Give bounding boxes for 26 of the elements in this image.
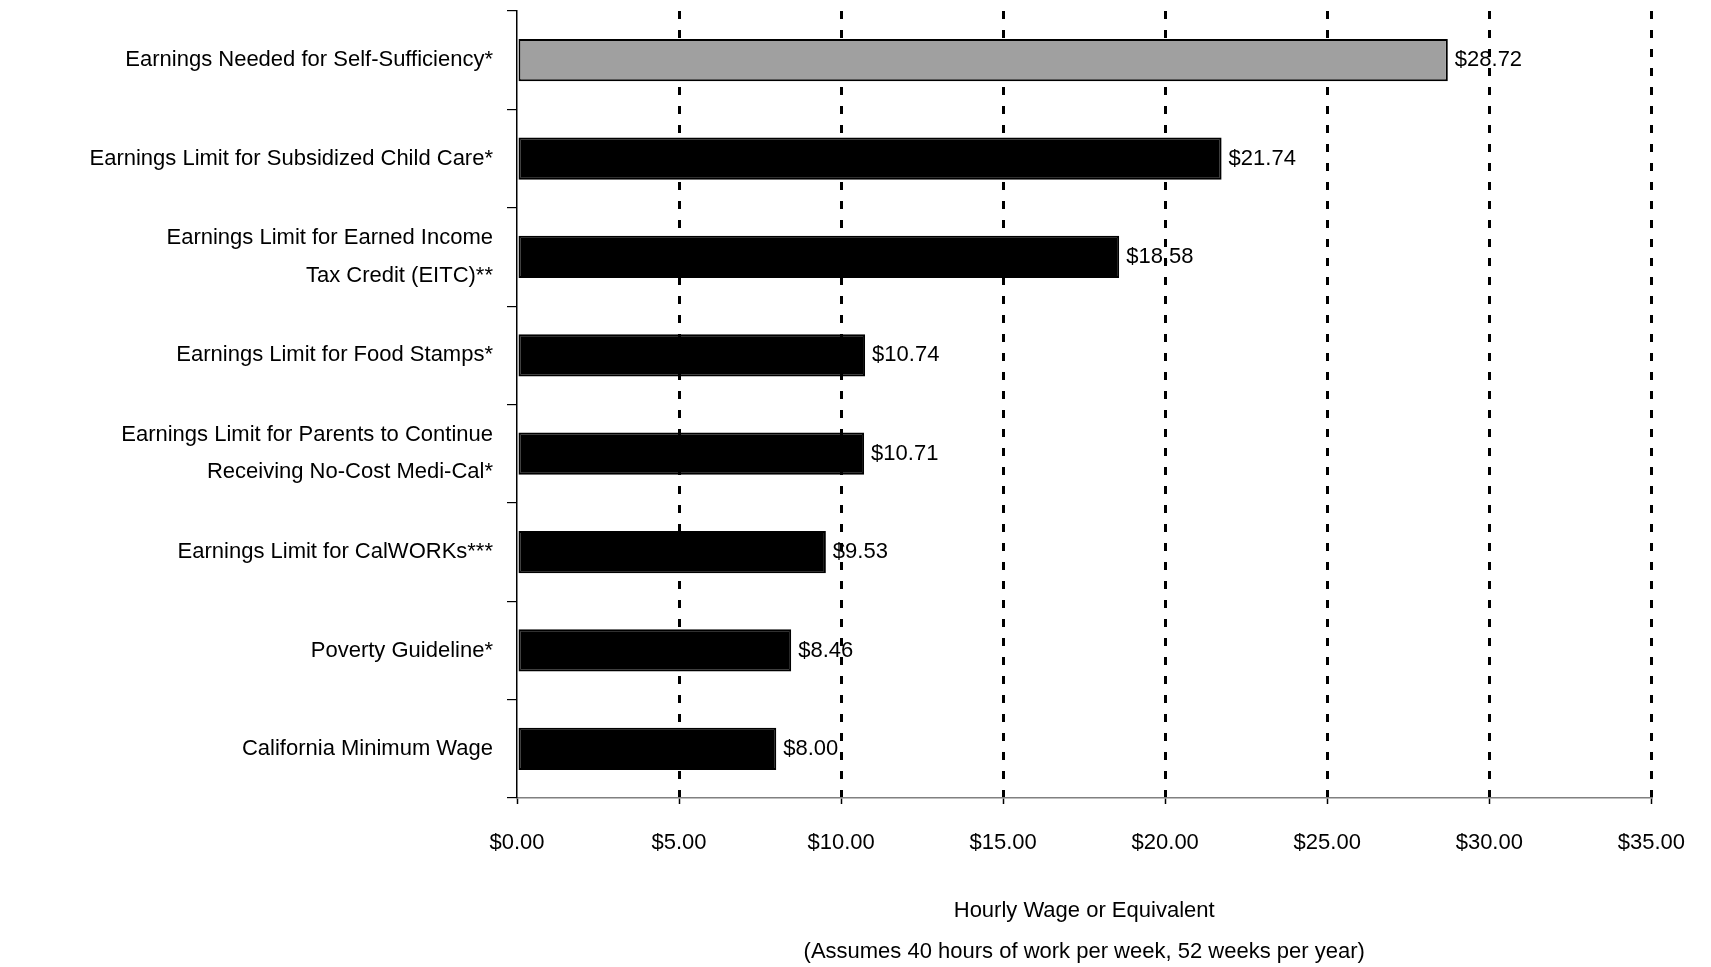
- y-tick-label: Earnings Limit for Parents to Continue Receiving No-Cost Medi-Cal*: [121, 421, 494, 484]
- x-tick-label: $35.00: [1617, 829, 1685, 855]
- y-tick-label: Earnings Limit for CalWORKs***: [177, 538, 494, 564]
- y-tick-label: Poverty Guideline*: [310, 636, 494, 662]
- x-tick-label: $10.00: [807, 829, 875, 855]
- x-tick-label: $0.00: [489, 829, 545, 855]
- y-tick-label: Earnings Limit for Earned Income Tax Credit (EITC)**: [166, 224, 494, 287]
- data-label: $9.53: [832, 538, 888, 564]
- data-label: $8.00: [783, 734, 839, 760]
- data-label: $8.46: [798, 636, 854, 662]
- data-label: $21.74: [1228, 144, 1296, 170]
- data-label: $10.71: [871, 439, 939, 465]
- y-tick-label: Earnings Limit for Subsidized Child Care*: [89, 144, 494, 170]
- x-tick-label: $25.00: [1293, 829, 1361, 855]
- x-tick-label: $15.00: [969, 829, 1037, 855]
- data-label: $18.58: [1126, 243, 1194, 268]
- x-axis-title: Hourly Wage or Equivalent: [953, 897, 1215, 923]
- text: (Assumes 40 hours of work per week, 52 weeks per year): [803, 938, 1365, 964]
- y-tick-label: California Minimum Wage: [241, 734, 493, 760]
- x-tick-label: $20.00: [1131, 829, 1199, 855]
- x-tick-label: $5.00: [651, 829, 707, 855]
- y-tick-label: Earnings Limit for Food Stamps*: [176, 341, 494, 367]
- y-tick-label: Earnings Needed for Self-Sufficiency*: [125, 46, 494, 72]
- x-tick-label: $30.00: [1455, 829, 1523, 855]
- data-label: $10.74: [872, 341, 940, 367]
- data-label: $28.72: [1454, 46, 1523, 72]
